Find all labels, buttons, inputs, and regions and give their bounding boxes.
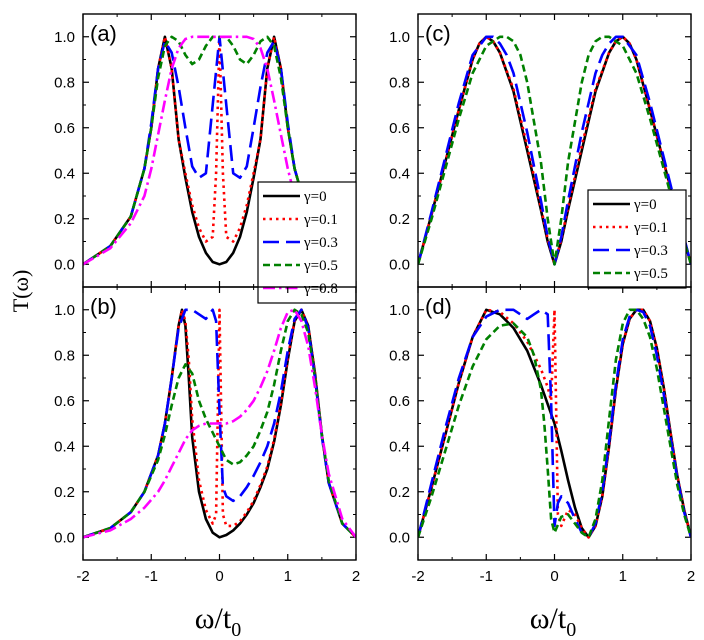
panel-b-y-tick-label: 1.0 — [54, 302, 75, 319]
panel-c-y-tick-label: 0.2 — [389, 211, 410, 228]
panel-b-series-line — [83, 308, 356, 539]
panel-b-series-line — [83, 308, 356, 539]
x-axis-label-left-sub: 0 — [231, 619, 241, 640]
panel-b-series-line — [83, 308, 356, 539]
panel-c-y-tick-label: 1.0 — [389, 29, 410, 46]
panel-b-y-tick-label: 0.6 — [54, 393, 75, 410]
panel-b-label: (b) — [90, 294, 117, 319]
panel-a-legend-entry: γ=0.5 — [303, 258, 338, 274]
panel-a-legend: γ=0 γ=0.1 γ=0.3 γ=0.5 γ=0.8 — [257, 181, 357, 304]
panel-b-series-group — [83, 308, 356, 539]
panel-a-y-tick-label: 0.4 — [54, 165, 75, 182]
panel-c: 0.0 0.2 0.4 0.6 0.8 1.0 (c) γ=0 γ=0.1 γ=0.3 γ=0.5 — [389, 13, 692, 289]
panel-c-legend-box — [587, 189, 687, 289]
panel-d-x-tick-label: -1 — [480, 568, 493, 585]
panel-c-y-tick-label: 0.4 — [389, 165, 410, 182]
panel-a-y-tick-label: 0.8 — [54, 74, 75, 91]
panel-d-series-line — [418, 308, 691, 539]
panel-c-legend: γ=0 γ=0.1 γ=0.3 γ=0.5 — [587, 189, 687, 289]
panel-c-label: (c) — [425, 21, 451, 46]
x-axis-label-left: ω/t0 — [195, 602, 241, 640]
panel-a-series-line — [83, 35, 356, 266]
panel-a-y-tick-label: 0.0 — [54, 256, 75, 273]
panel-c-y-tick-label: 0.8 — [389, 74, 410, 91]
panel-d-series-group — [418, 308, 691, 539]
panel-d: -2 -1 0 1 2 0.0 0.2 0.4 0.6 0.8 1.0 (d) — [389, 286, 695, 585]
panel-b-y-tick-label: 0.8 — [54, 347, 75, 364]
panel-c-legend-entry: γ=0.5 — [633, 266, 668, 282]
panel-c-legend-entry: γ=0.1 — [633, 220, 668, 236]
panel-b-y-tick-label: 0.2 — [54, 484, 75, 501]
panel-c-series-group — [418, 35, 691, 266]
panel-d-series-line — [418, 308, 691, 539]
panel-a-series-group — [83, 35, 356, 266]
panel-d-y-tick-label: 0.4 — [389, 438, 410, 455]
panel-b-y-tick-label: 0.0 — [54, 529, 75, 546]
panel-d-x-tick-label: -2 — [411, 568, 424, 585]
panel-d-frame — [417, 286, 692, 561]
panel-a-legend-entry: γ=0.1 — [303, 212, 338, 228]
panel-d-y-tick-label: 0.8 — [389, 347, 410, 364]
panel-c-y-tick-label: 0.0 — [389, 256, 410, 273]
x-axis-label-left-main: ω/t — [195, 602, 232, 635]
panel-d-label: (d) — [425, 294, 452, 319]
panel-a-series-line — [83, 35, 356, 266]
panel-c-legend-entry: γ=0.3 — [633, 243, 668, 259]
x-axis-label-right-sub: 0 — [566, 619, 576, 640]
x-axis-label-right-main: ω/t — [530, 602, 567, 635]
panel-a-legend-entry: γ=0.8 — [303, 281, 338, 297]
panel-d-series-line — [418, 308, 691, 539]
panel-b-frame — [82, 286, 357, 561]
panel-d-y-tick-label: 0.6 — [389, 393, 410, 410]
x-axis-label-right: ω/t0 — [530, 602, 576, 640]
panel-a-label: (a) — [90, 21, 117, 46]
panel-a-legend-entry: γ=0.3 — [303, 235, 338, 251]
panel-b: -2 -1 0 1 2 0.0 0.2 0.4 0.6 0.8 1.0 (b) — [54, 286, 360, 585]
panel-d-x-tick-label: 0 — [550, 568, 558, 585]
panel-b-x-tick-label: 1 — [284, 568, 292, 585]
panel-b-x-tick-label: 2 — [352, 568, 360, 585]
panel-b-x-tick-label: -2 — [76, 568, 89, 585]
panel-d-y-tick-label: 0.0 — [389, 529, 410, 546]
panel-b-x-tick-label: -1 — [145, 568, 158, 585]
panel-b-y-tick-label: 0.4 — [54, 438, 75, 455]
panel-a-y-tick-label: 0.6 — [54, 120, 75, 137]
panel-a-y-tick-label: 0.2 — [54, 211, 75, 228]
panel-d-x-tick-label: 1 — [619, 568, 627, 585]
y-axis-label: T(ω) — [8, 270, 33, 313]
panel-c-legend-entry: γ=0 — [633, 197, 657, 213]
panel-d-y-tick-label: 1.0 — [389, 302, 410, 319]
panel-d-y-tick-label: 0.2 — [389, 484, 410, 501]
panel-d-x-tick-label: 2 — [687, 568, 695, 585]
panel-a-y-tick-label: 1.0 — [54, 29, 75, 46]
panel-a: 0.00.20.40.60.81.0 (a)γ=0γ=0.1γ=0.3γ=0.5γ… — [54, 13, 357, 304]
panel-a-legend-entry: γ=0 — [303, 189, 327, 205]
panel-c-y-tick-label: 0.6 — [389, 120, 410, 137]
panel-c-series-line — [418, 35, 691, 266]
panel-b-x-tick-label: 0 — [215, 568, 223, 585]
